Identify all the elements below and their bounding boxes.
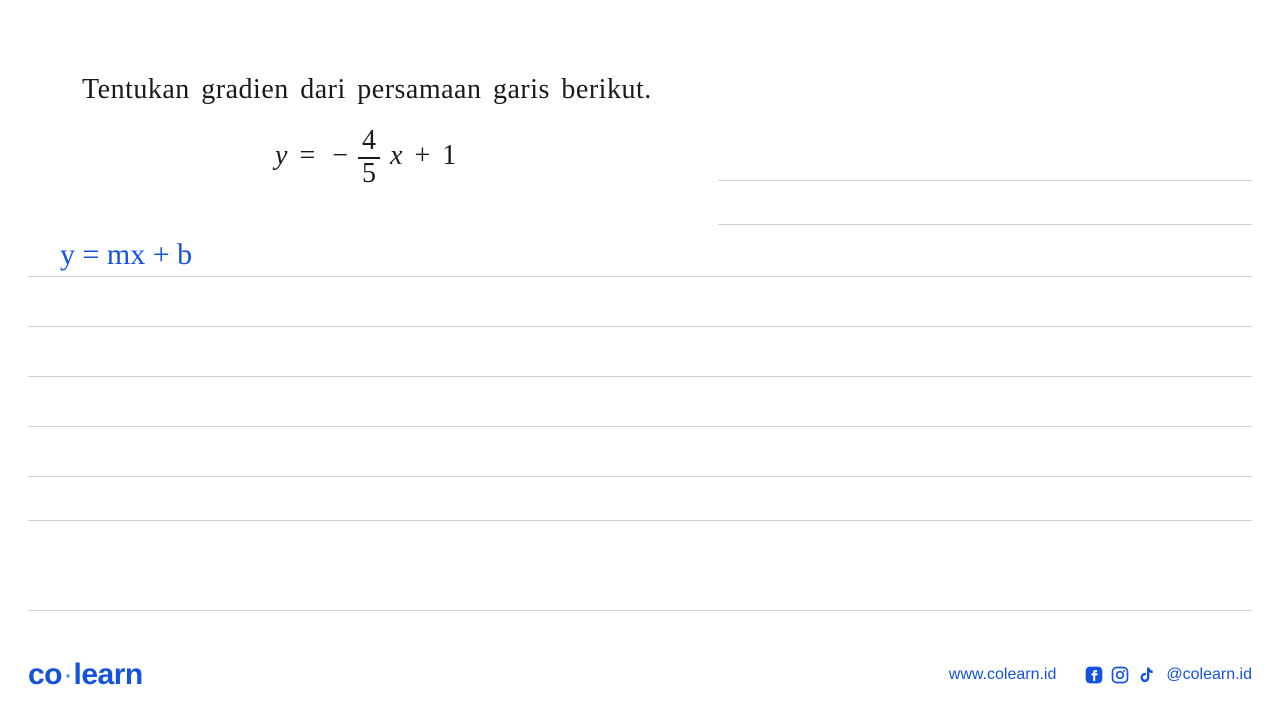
ruled-line bbox=[28, 276, 1252, 277]
printed-equation: y = − 4 5 x + 1 bbox=[275, 126, 456, 190]
ruled-line bbox=[718, 224, 1252, 225]
brand-logo: co·learn bbox=[28, 658, 143, 692]
ruled-line bbox=[28, 326, 1252, 327]
logo-part2: learn bbox=[74, 658, 143, 691]
social-links: @colearn.id bbox=[1084, 665, 1252, 685]
ruled-line bbox=[28, 426, 1252, 427]
equation-fraction: 4 5 bbox=[358, 126, 380, 190]
content-area: Tentukan gradien dari persamaan garis be… bbox=[0, 0, 1280, 720]
tiktok-icon bbox=[1136, 665, 1156, 685]
equation-plus: + bbox=[414, 140, 430, 171]
ruled-line bbox=[28, 476, 1252, 477]
footer-right: www.colearn.id @colearn.id bbox=[949, 665, 1252, 685]
question-prompt: Tentukan gradien dari persamaan garis be… bbox=[82, 74, 652, 106]
equation-lhs: y bbox=[275, 140, 287, 171]
fraction-numerator: 4 bbox=[358, 126, 380, 159]
logo-dot: · bbox=[63, 658, 73, 691]
handwritten-formula: y = mx + b bbox=[60, 238, 192, 272]
ruled-line bbox=[28, 520, 1252, 521]
footer: co·learn www.colearn.id @colearn.id bbox=[28, 658, 1252, 692]
ruled-line bbox=[28, 376, 1252, 377]
equation-constant: 1 bbox=[442, 140, 456, 171]
website-url: www.colearn.id bbox=[949, 666, 1057, 684]
fraction-denominator: 5 bbox=[358, 159, 380, 190]
equation-minus: − bbox=[332, 140, 348, 171]
logo-part1: co bbox=[28, 658, 62, 691]
social-handle: @colearn.id bbox=[1166, 666, 1252, 684]
equation-equals: = bbox=[299, 140, 315, 171]
ruled-line bbox=[28, 610, 1252, 611]
instagram-icon bbox=[1110, 665, 1130, 685]
facebook-icon bbox=[1084, 665, 1104, 685]
ruled-line bbox=[718, 180, 1252, 181]
equation-var-x: x bbox=[390, 140, 402, 171]
